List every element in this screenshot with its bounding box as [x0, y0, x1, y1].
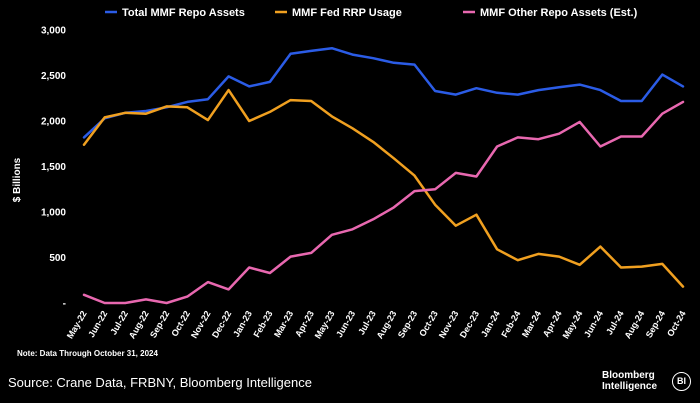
y-tick-label: 500	[49, 253, 66, 264]
x-tick-label: Dec-23	[458, 309, 481, 340]
x-tick-label: May-24	[561, 309, 585, 340]
x-tick-label: May-22	[65, 309, 89, 340]
x-tick-label: Nov-23	[437, 309, 461, 340]
y-axis-label: $ Billions	[12, 157, 23, 202]
bloomberg-intelligence-logo: BI	[672, 372, 691, 391]
x-tick-label: Mar-24	[520, 309, 543, 339]
footnote: Note: Data Through October 31, 2024	[17, 349, 158, 358]
y-tick-label: 1,000	[41, 208, 66, 219]
y-axis: - 500 1,000 1,500 2,000 2,500 3,000	[41, 26, 66, 310]
x-tick-label: Sep-24	[644, 309, 667, 340]
x-tick-label: Aug-22	[127, 309, 151, 340]
series-line-1	[82, 46, 685, 139]
legend-label: MMF Fed RRP Usage	[292, 7, 402, 19]
legend-label: MMF Other Repo Assets (Est.)	[480, 7, 638, 19]
x-axis: May-22Jun-22Jul-22Aug-22Sep-22Oct-22Nov-…	[65, 309, 688, 340]
x-tick-label: Mar-23	[272, 309, 295, 339]
brand-line-1: Bloomberg	[602, 370, 655, 381]
y-tick-label: -	[63, 299, 66, 310]
x-tick-label: Aug-23	[375, 309, 399, 340]
x-tick-label: Jul-22	[108, 309, 130, 337]
brand-line-2: Intelligence	[602, 381, 658, 392]
legend: Total MMF Repo Assets MMF Fed RRP Usage MM…	[105, 7, 638, 19]
brand-wordmark: Bloomberg Intelligence	[602, 370, 657, 392]
x-tick-label: Sep-23	[396, 309, 419, 340]
x-tick-label: Aug-24	[623, 309, 647, 340]
x-tick-label: Nov-22	[189, 309, 213, 340]
y-tick-label: 3,000	[41, 26, 66, 37]
x-tick-label: May-23	[313, 309, 337, 340]
x-tick-label: Jul-24	[604, 309, 626, 337]
x-tick-label: Jul-23	[356, 309, 378, 337]
legend-label: Total MMF Repo Assets	[122, 7, 245, 19]
x-tick-label: Oct-24	[665, 309, 688, 338]
series-layer	[82, 46, 685, 305]
x-tick-label: Jun-24	[582, 309, 605, 339]
series-line-3	[82, 100, 685, 305]
x-tick-label: Jun-23	[334, 309, 357, 339]
series-line-2	[82, 88, 685, 288]
y-tick-label: 2,000	[41, 117, 66, 128]
y-tick-label: 1,500	[41, 162, 66, 173]
y-tick-label: 2,500	[41, 71, 66, 82]
x-tick-label: Dec-22	[210, 309, 233, 340]
x-tick-label: Jun-22	[86, 309, 109, 339]
source-text: Source: Crane Data, FRBNY, Bloomberg Int…	[8, 375, 312, 390]
x-tick-label: Sep-22	[148, 309, 171, 340]
